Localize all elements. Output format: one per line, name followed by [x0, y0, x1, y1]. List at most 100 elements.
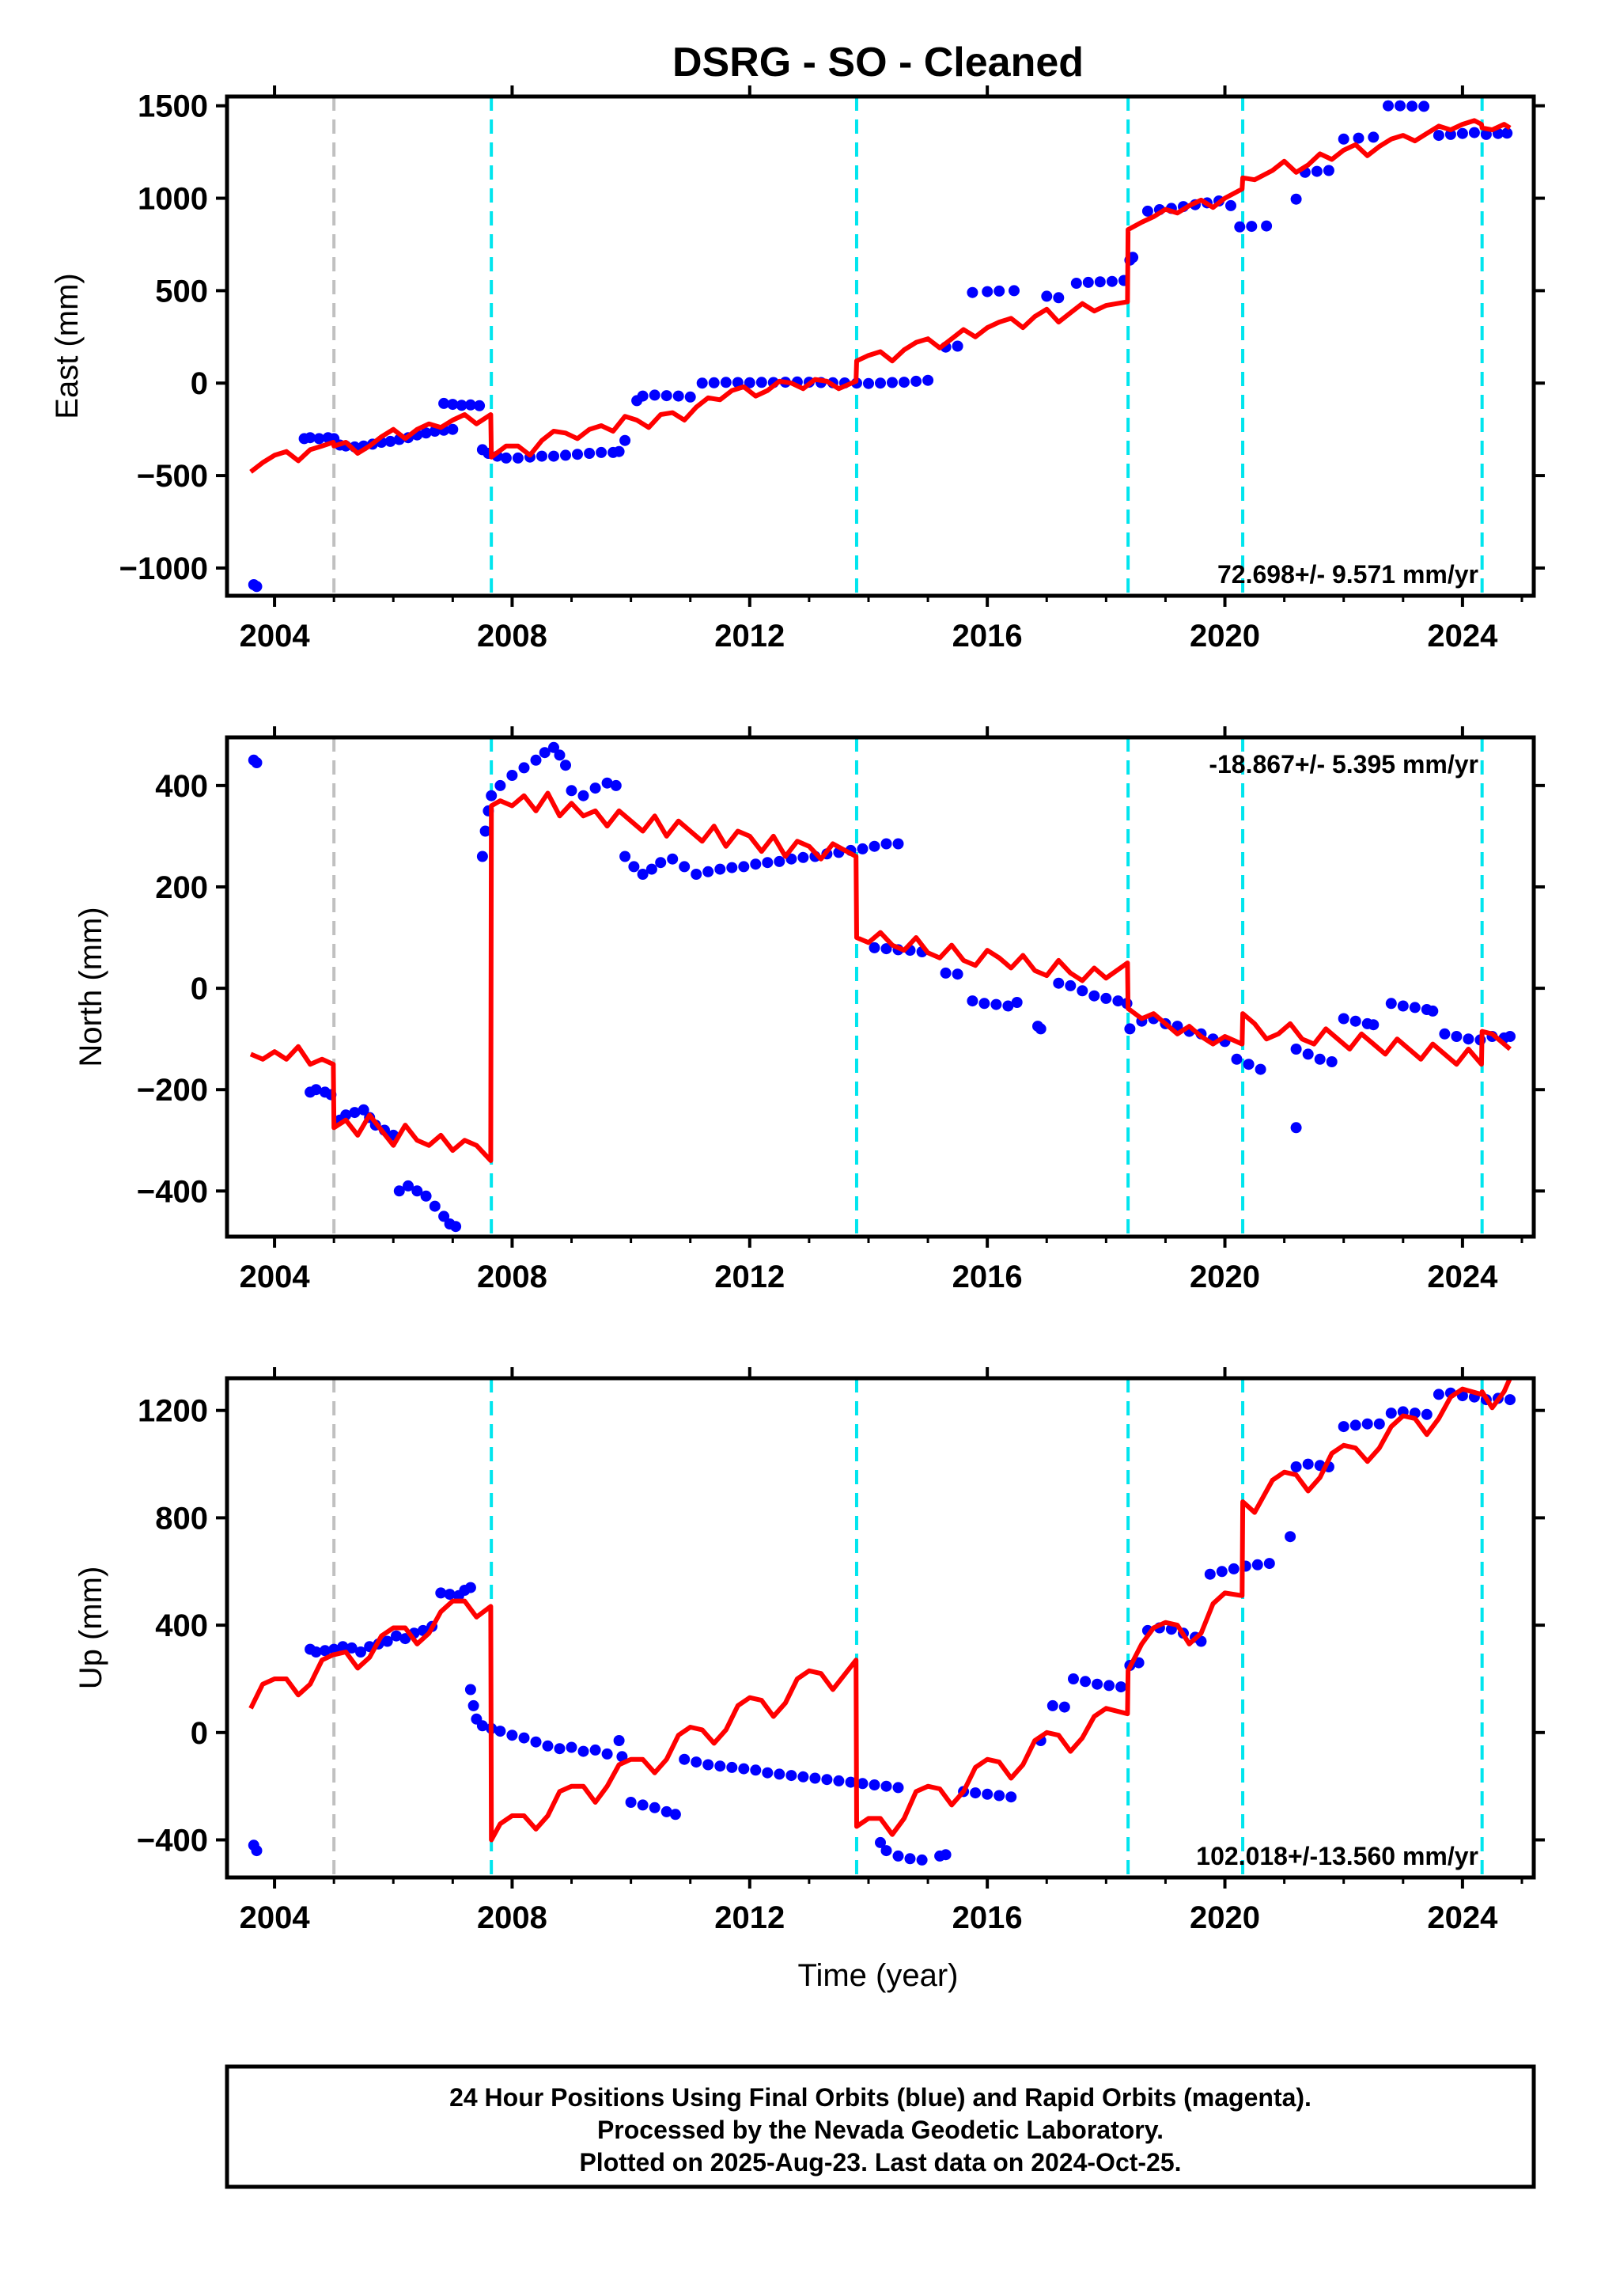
- data-point: [399, 1633, 411, 1645]
- data-point: [566, 1741, 577, 1753]
- data-point: [1302, 1048, 1314, 1060]
- model-line: [249, 118, 1512, 474]
- data-point: [1263, 1558, 1275, 1570]
- data-point: [691, 869, 702, 880]
- data-point: [625, 1797, 637, 1808]
- data-point: [1338, 133, 1349, 145]
- data-point: [667, 853, 679, 865]
- data-point: [857, 843, 869, 854]
- data-point: [464, 1582, 476, 1593]
- data-point: [500, 452, 512, 464]
- x-tick-label: 2016: [952, 1260, 1023, 1294]
- data-point: [978, 998, 990, 1010]
- y-tick-label: 0: [191, 1716, 208, 1751]
- x-tick-label: 2004: [240, 619, 311, 654]
- y-tick-label: 0: [191, 366, 208, 401]
- plot-area: [248, 97, 1513, 596]
- data-point: [833, 1775, 845, 1786]
- data-point: [904, 1853, 916, 1865]
- data-point: [645, 863, 657, 875]
- y-tick-label: 500: [155, 274, 208, 309]
- data-point: [910, 375, 922, 387]
- y-tick-label: −1000: [119, 551, 208, 586]
- data-point: [726, 1761, 738, 1773]
- model-line: [249, 790, 1512, 1163]
- data-point: [1103, 1680, 1115, 1692]
- data-point: [1047, 1699, 1058, 1711]
- data-point: [1088, 990, 1100, 1002]
- footer-line-2: Processed by the Nevada Geodetic Laborat…: [597, 2116, 1164, 2144]
- data-point: [922, 374, 934, 386]
- data-point: [1302, 1458, 1314, 1470]
- data-point: [530, 754, 542, 766]
- data-point: [589, 782, 601, 794]
- data-point: [880, 838, 892, 850]
- x-tick-label: 2024: [1427, 619, 1498, 654]
- data-point: [1002, 1000, 1014, 1012]
- data-point: [584, 448, 596, 459]
- x-tick-label: 2008: [477, 619, 547, 654]
- data-point: [1290, 1461, 1302, 1472]
- data-point: [869, 942, 880, 953]
- data-point: [1225, 199, 1236, 211]
- data-point: [1058, 1701, 1070, 1713]
- data-point: [479, 825, 491, 837]
- data-point: [1314, 1053, 1326, 1065]
- data-point: [1082, 276, 1094, 288]
- x-tick-label: 2004: [240, 1900, 311, 1935]
- x-tick-label: 2020: [1190, 1900, 1260, 1935]
- data-point: [438, 1211, 450, 1222]
- data-point: [577, 1745, 589, 1757]
- data-point: [1261, 220, 1273, 232]
- data-point: [1409, 1002, 1421, 1013]
- data-point: [601, 777, 613, 789]
- y-tick-label: −500: [137, 459, 208, 494]
- data-point: [1092, 1678, 1103, 1690]
- panel-frame: [225, 1376, 1536, 1880]
- data-point: [940, 1849, 952, 1861]
- data-point: [660, 1805, 672, 1817]
- data-point: [892, 838, 904, 850]
- data-point: [1433, 130, 1444, 142]
- data-point: [679, 1753, 691, 1765]
- data-point: [577, 790, 589, 801]
- data-point: [539, 747, 551, 759]
- data-point: [952, 968, 963, 980]
- data-point: [750, 1764, 762, 1776]
- figure-title: DSRG - SO - Cleaned: [672, 40, 1084, 85]
- x-tick-label: 2024: [1427, 1260, 1498, 1294]
- data-point: [560, 449, 571, 461]
- data-point: [1100, 992, 1112, 1004]
- data-point: [1251, 1559, 1263, 1570]
- x-tick-label: 2020: [1190, 619, 1260, 654]
- data-point: [391, 1630, 402, 1642]
- data-point: [1068, 1673, 1079, 1684]
- data-point: [589, 1744, 601, 1756]
- data-point: [1361, 1418, 1373, 1430]
- data-point: [450, 1221, 462, 1233]
- data-point: [1421, 1408, 1433, 1420]
- data-point: [684, 391, 696, 403]
- y-tick-label: 1500: [138, 89, 208, 124]
- data-point: [1427, 1005, 1439, 1017]
- data-point: [994, 285, 1005, 297]
- data-point: [875, 1836, 886, 1848]
- data-point: [672, 390, 684, 402]
- data-point: [1234, 221, 1246, 233]
- data-point: [337, 1641, 349, 1653]
- data-point: [1124, 1023, 1136, 1035]
- y-tick-label: 1200: [138, 1394, 208, 1429]
- data-point: [1077, 985, 1088, 997]
- data-point: [1451, 1031, 1463, 1042]
- data-point: [1216, 1566, 1228, 1578]
- data-point: [660, 390, 672, 402]
- data-point: [566, 785, 577, 797]
- data-point: [1444, 128, 1456, 140]
- x-tick-label: 2004: [240, 1260, 311, 1294]
- data-point: [899, 377, 910, 388]
- data-point: [1368, 131, 1380, 143]
- data-point: [1349, 1419, 1361, 1431]
- data-point: [596, 446, 607, 458]
- data-point: [1070, 278, 1082, 289]
- data-point: [696, 377, 708, 389]
